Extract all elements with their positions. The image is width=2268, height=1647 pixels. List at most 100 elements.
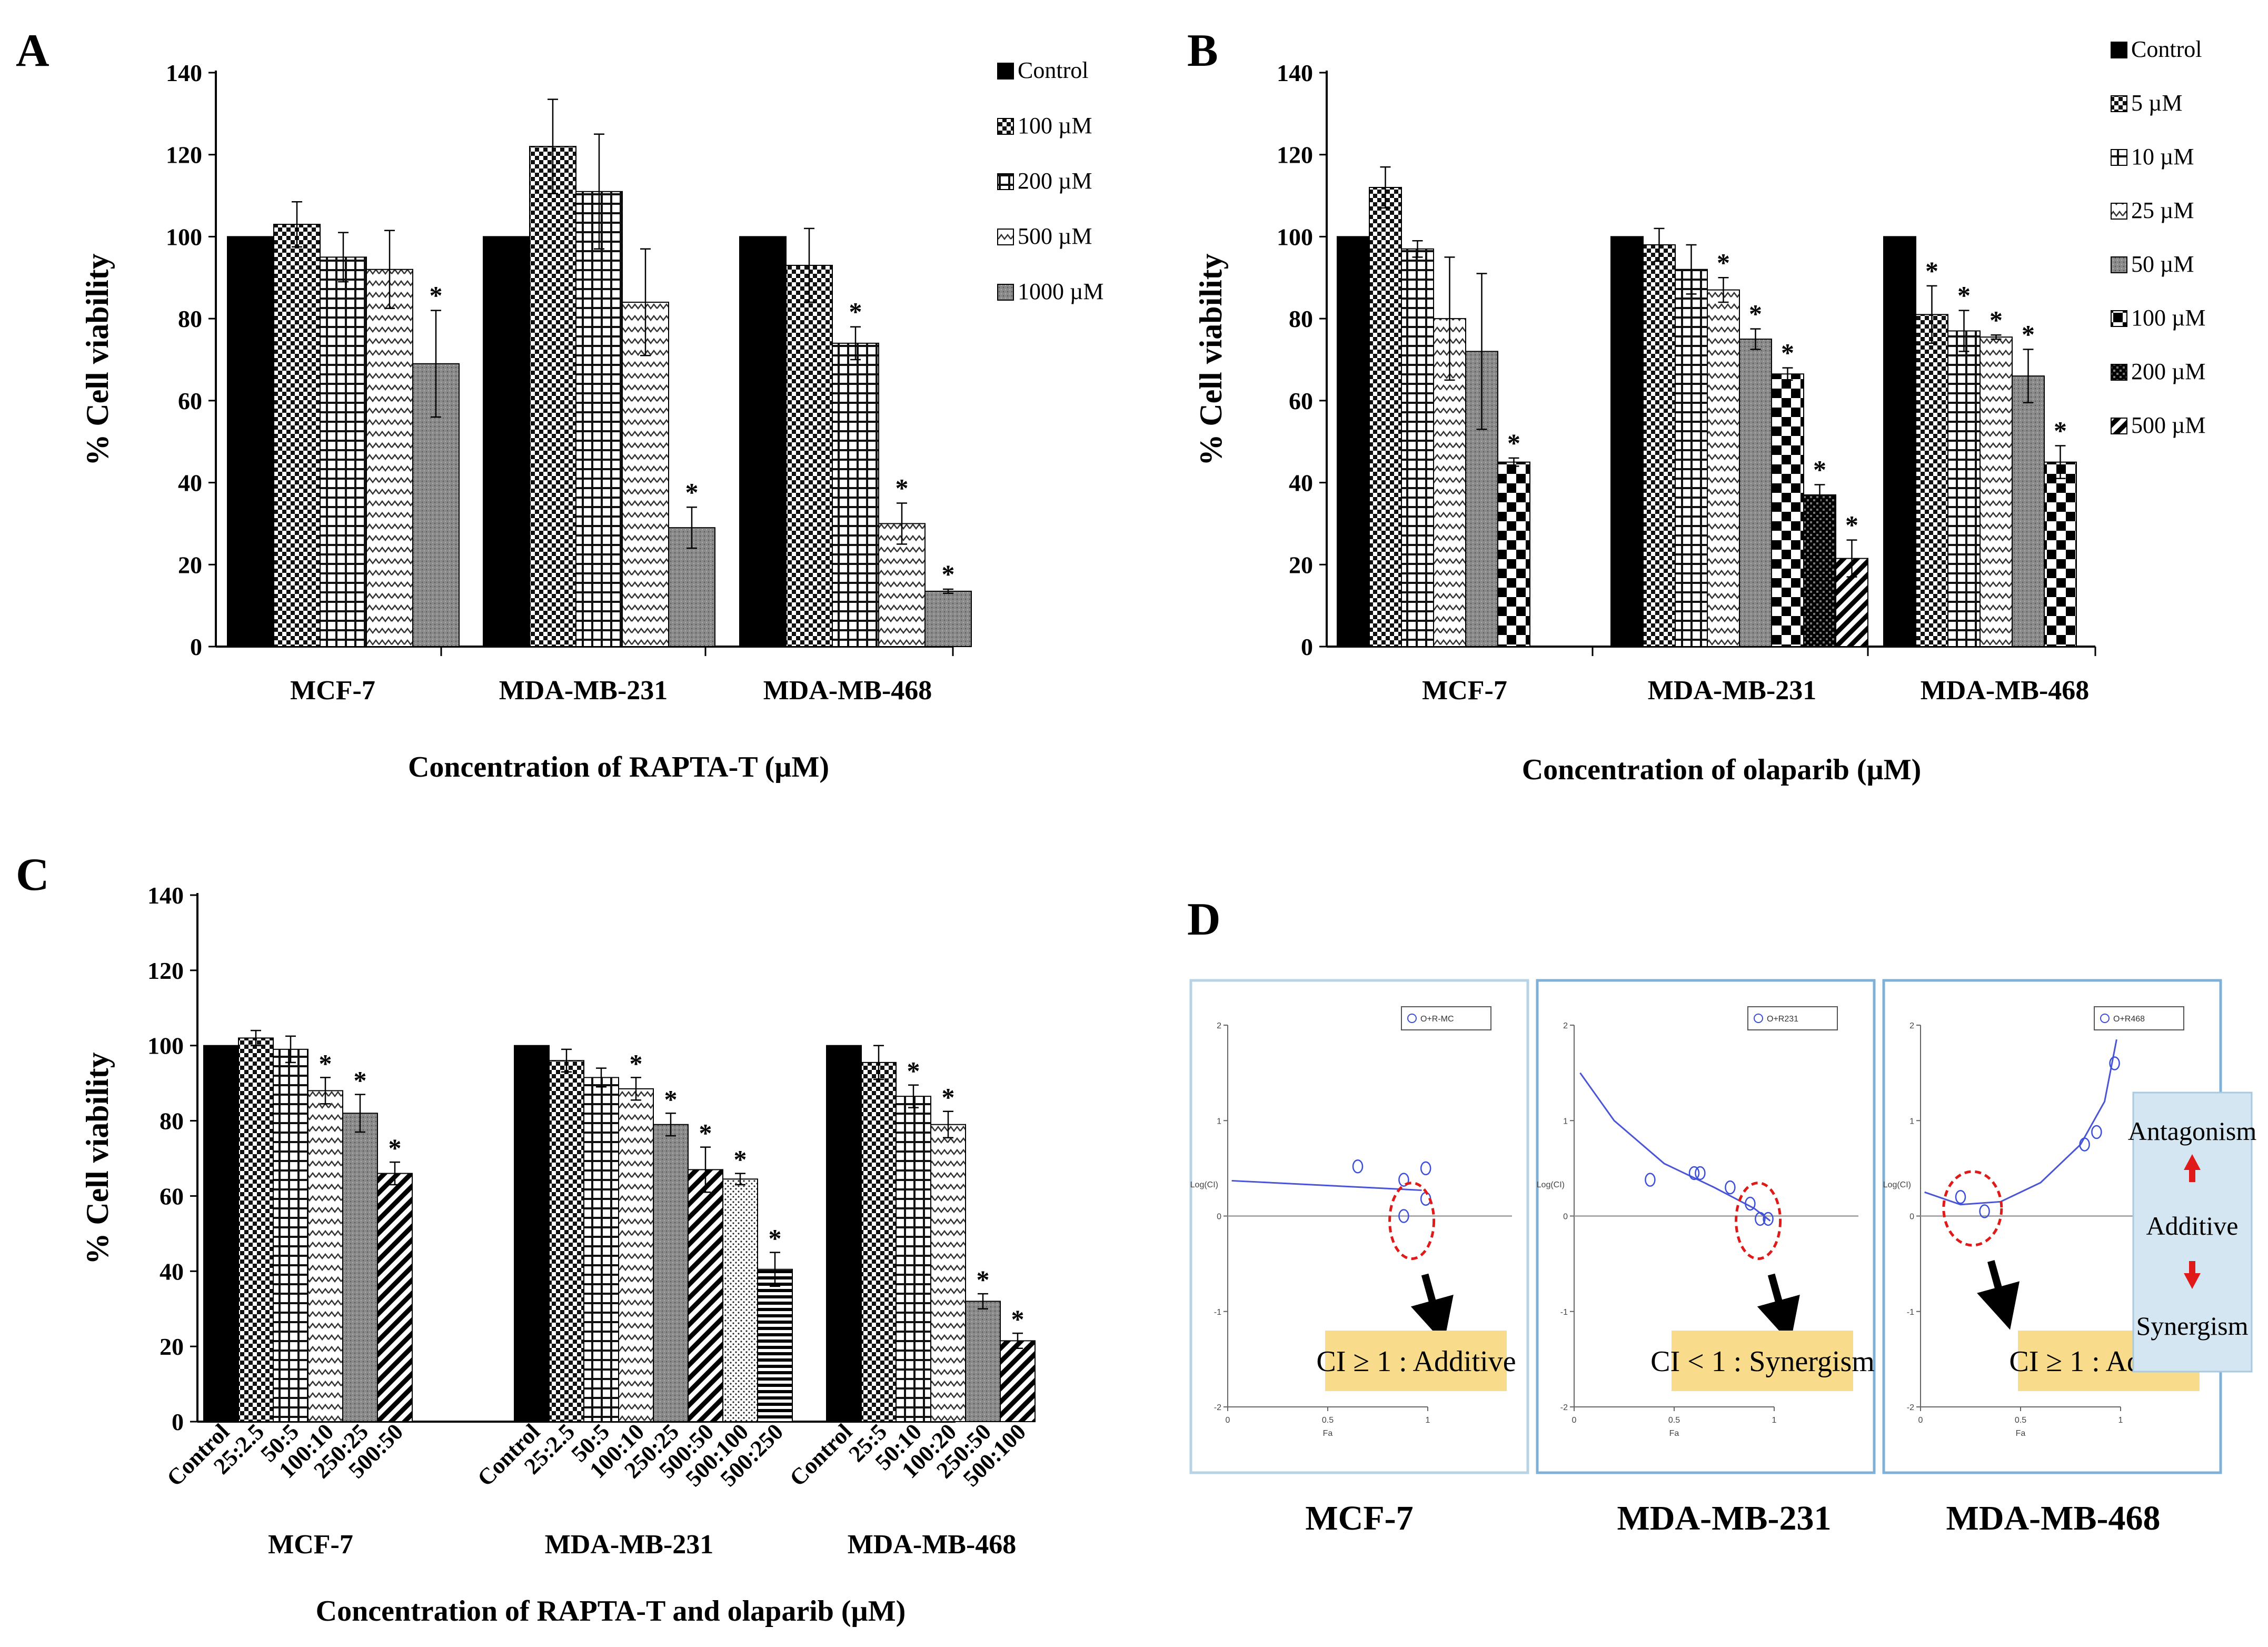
bar-mda-mb-468-200-m (832, 342, 879, 647)
y-tick-label: 100 (147, 1033, 184, 1059)
legend-swatch-control (2111, 42, 2127, 58)
bar-label-control: Control (784, 1418, 857, 1491)
y-tick-label: 40 (160, 1258, 184, 1285)
significance-star: * (849, 297, 862, 326)
significance-star: * (1813, 454, 1826, 484)
ci-cell-line-label-mda-mb-468: MDA-MB-468 (1946, 1499, 2161, 1537)
ci-x-tick-label: 0.5 (1322, 1416, 1334, 1425)
y-tick-label: 20 (178, 551, 202, 578)
ci-legend-label: O+R231 (1767, 1015, 1798, 1024)
significance-star: * (319, 1048, 332, 1078)
panel-c-letter: C (16, 849, 49, 900)
significance-star: * (907, 1056, 920, 1086)
bar-mda-mb-468-500-100 (1000, 1340, 1036, 1422)
ci-y-title: Log(CI) (1190, 1180, 1218, 1189)
ci-x-tick-label: 0 (1226, 1416, 1230, 1425)
bar-mcf-7-control (203, 1045, 239, 1422)
y-tick-label: 20 (160, 1333, 184, 1360)
ci-y-tick-label: 1 (1217, 1117, 1221, 1126)
ci-legend-label: O+R468 (2113, 1015, 2145, 1024)
ci-legend-box (1747, 1006, 1838, 1030)
y-tick-label: 140 (166, 59, 202, 86)
ci-data-point (1398, 1209, 1409, 1223)
bar-mcf-7-control (1337, 236, 1370, 647)
y-axis-title: % Cell viability (1193, 253, 1228, 465)
interaction-scale-box (2132, 1092, 2253, 1373)
y-tick-label: 140 (147, 882, 184, 909)
ci-y-tick-label: 2 (1909, 1021, 1914, 1030)
ci-y-tick-label: 2 (1217, 1021, 1221, 1030)
category-label-mda-mb-231: MDA-MB-231 (1648, 676, 1817, 706)
bar-mcf-7-500-50 (377, 1173, 413, 1423)
y-tick-label: 120 (147, 957, 184, 984)
bar-mda-mb-231-100-10 (618, 1088, 654, 1423)
ci-data-point (2079, 1137, 2090, 1152)
ci-y-tick-label: -1 (1907, 1308, 1914, 1317)
category-label-mda-mb-468: MDA-MB-468 (848, 1530, 1017, 1560)
ci-cell-line-label-mda-mb-231: MDA-MB-231 (1617, 1499, 1832, 1537)
ci-data-point (1398, 1173, 1409, 1187)
category-label-mda-mb-468: MDA-MB-468 (763, 676, 932, 706)
y-tick-label: 60 (1289, 388, 1313, 414)
bar-mda-mb-231-250-25 (653, 1124, 689, 1423)
bar-mda-mb-468-25-5 (861, 1061, 897, 1423)
bar-mda-mb-468-100-m (785, 264, 833, 647)
ci-highlight-circle (1735, 1182, 1782, 1261)
significance-star: * (769, 1224, 782, 1253)
bar-mda-mb-468-control (826, 1045, 862, 1422)
legend-swatch-control (997, 63, 1014, 80)
y-tick-label: 60 (160, 1183, 184, 1209)
ci-data-point (1755, 1212, 1766, 1226)
ci-plot-mcf-7: 2 1 0 -1 -2 0 0.5 1 Fa Log(CI) O+R-MC CI ≥ 1 : Addi… (1189, 979, 1529, 1474)
y-tick-label: 40 (1289, 470, 1313, 497)
ci-arrow (1977, 1260, 2020, 1330)
significance-star: * (942, 1083, 955, 1112)
significance-star: * (1781, 338, 1794, 368)
ci-annotation-text: CI ≥ 1 : Additive (1316, 1345, 1516, 1378)
y-tick-label: 140 (1277, 59, 1313, 86)
bar-mda-mb-231-control (514, 1045, 550, 1422)
chart-b: 0 20 40 60 80 100 120 140 * MCF-7 * * * * * MDA-MB-231 *… (1193, 36, 2205, 786)
panel-d-letter: D (1187, 894, 1221, 945)
ci-data-point (1955, 1190, 1966, 1204)
ci-y-tick-label: -1 (1214, 1308, 1221, 1317)
ci-annotation-box (1325, 1331, 1507, 1391)
bar-mda-mb-468-control (739, 236, 787, 647)
ci-x-tick-label: 0.5 (1668, 1416, 1680, 1425)
significance-star: * (664, 1084, 678, 1114)
ci-data-point (1688, 1166, 1700, 1180)
ci-cell-line-label-mcf-7: MCF-7 (1305, 1499, 1413, 1537)
ci-highlight-circle (1388, 1182, 1436, 1261)
bar-mcf-7-100-m (273, 224, 321, 648)
bar-mda-mb-468-25-m (1979, 336, 2013, 647)
ci-arrow (1410, 1273, 1454, 1344)
bar-mcf-7-control (227, 236, 274, 647)
x-axis-title: Concentration of RAPTA-T and olaparib (µ… (316, 1595, 906, 1628)
bar-mda-mb-468-50-10 (896, 1096, 931, 1422)
bar-mcf-7-50-5 (273, 1048, 309, 1423)
ci-legend-label: O+R-MC (1420, 1015, 1454, 1024)
bar-mda-mb-231-200-m (1803, 494, 1836, 648)
y-tick-label: 0 (190, 633, 202, 660)
bar-mcf-7-250-25 (342, 1113, 378, 1422)
bar-mcf-7-200-m (320, 256, 367, 648)
scale-middle-label: Additive (2146, 1211, 2239, 1241)
legend-label-25-m: 25 µM (2131, 197, 2194, 223)
legend-swatch-500-m (2111, 418, 2127, 434)
ci-x-tick-label: 1 (1772, 1416, 1777, 1425)
bar-mda-mb-231-50-m (1739, 339, 1772, 647)
ci-annotation-box (1672, 1331, 1853, 1391)
legend-swatch-5-m (2111, 95, 2127, 112)
legend-label-500-m: 500 µM (1018, 223, 1092, 249)
bar-mda-mb-231-100-m (1771, 373, 1804, 647)
ci-data-point (1695, 1166, 1706, 1180)
chart-c: 020406080100120140Control25:2.550:5*100:… (80, 882, 1036, 1628)
bar-mcf-7-10-m (1401, 248, 1434, 647)
significance-star: * (1011, 1304, 1024, 1334)
ci-plot-mda-mb-231: 2 1 0 -1 -2 0 0.5 1 Fa Log(CI) O+R231 CI < 1 : Syne… (1536, 979, 1876, 1474)
significance-star: * (942, 559, 955, 589)
x-axis-title: Concentration of RAPTA-T (µM) (408, 751, 829, 783)
ci-data-point (1645, 1173, 1656, 1187)
y-tick-label: 120 (166, 142, 202, 168)
ci-data-point (1725, 1180, 1736, 1195)
